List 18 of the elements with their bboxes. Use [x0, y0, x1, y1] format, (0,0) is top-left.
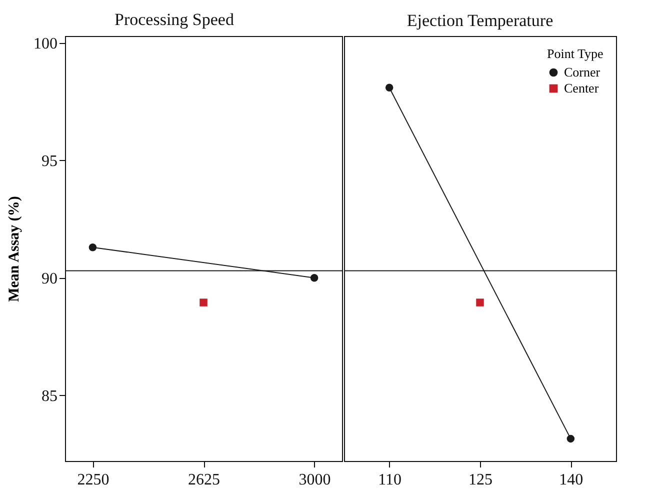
y-tick-label: 90: [42, 270, 58, 288]
legend-label: Center: [564, 80, 600, 96]
legend-title: Point Type: [547, 46, 604, 61]
x-tick-label: 2250: [77, 472, 110, 488]
y-tick-label: 85: [42, 388, 58, 405]
y-tick-label: 95: [42, 152, 58, 170]
legend-label: Corner: [564, 64, 601, 80]
x-tick-label: 110: [378, 472, 402, 488]
x-tick-label: 2625: [188, 472, 220, 488]
point: [310, 274, 318, 282]
point: [200, 298, 208, 306]
chart-title: Processing Speed: [114, 10, 234, 30]
x-tick-label: 125: [468, 472, 492, 488]
y-axis-title: Mean Assay (%): [6, 196, 22, 302]
x-tick-label: 3000: [298, 472, 331, 488]
x-tick-label: 140: [559, 472, 584, 488]
chart-title: Ejection Temperature: [406, 11, 554, 30]
y-tick-label: 100: [34, 36, 58, 53]
